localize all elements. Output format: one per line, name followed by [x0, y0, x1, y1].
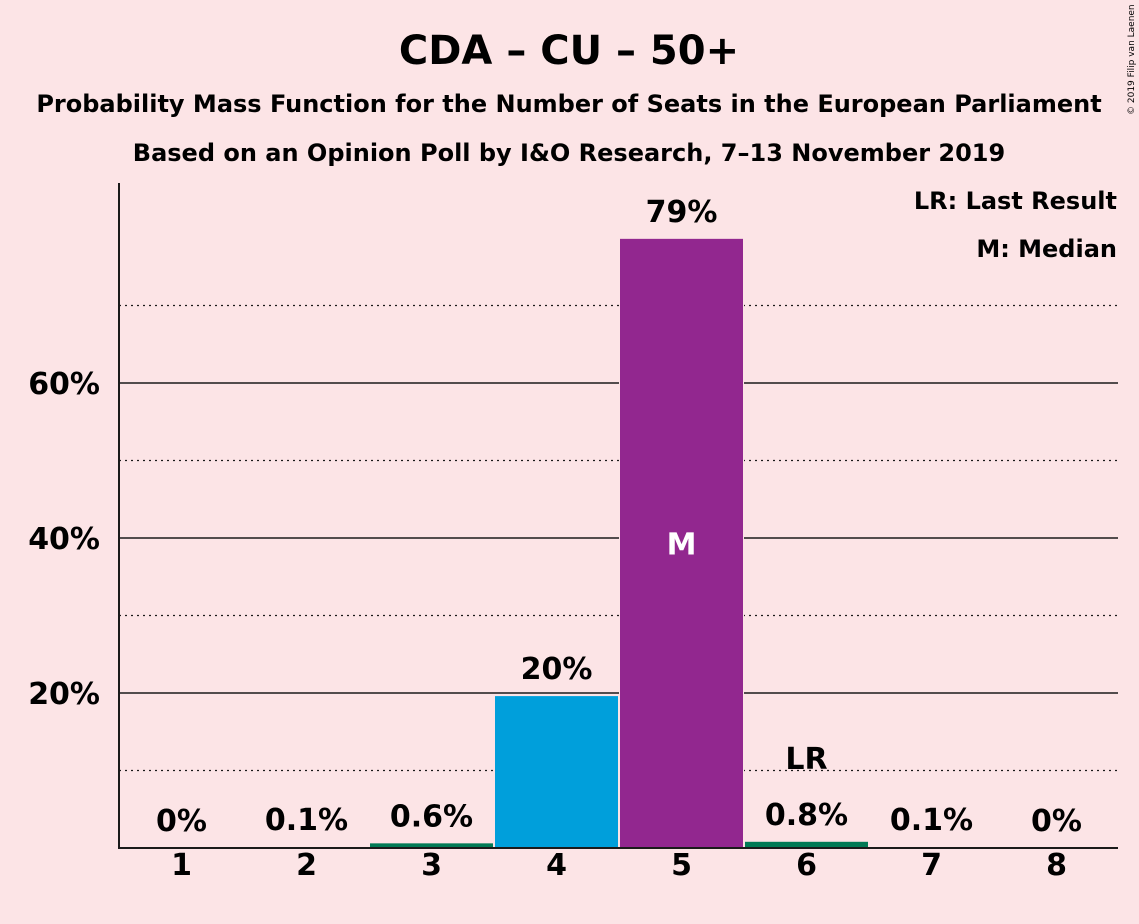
y-tick-label: 60%: [28, 367, 100, 402]
chart-subtitle-1: Probability Mass Function for the Number…: [36, 90, 1101, 118]
bar-seats-5: [620, 238, 743, 849]
x-tick-label: 5: [671, 848, 692, 883]
legend-median: M: Median: [976, 235, 1117, 263]
last-result-marker: LR: [785, 742, 827, 777]
legend-last-result: LR: Last Result: [914, 187, 1117, 215]
axes: 20% 40% 60% 1 2 3 4 5 6 7 8: [28, 183, 1118, 883]
bars: [244, 237, 994, 849]
value-label: 0%: [1031, 804, 1082, 839]
x-tick-label: 2: [296, 848, 317, 883]
x-tick-label: 3: [421, 848, 442, 883]
x-tick-label: 7: [921, 848, 942, 883]
value-label: 0.6%: [390, 799, 473, 834]
x-tick-label: 1: [171, 848, 192, 883]
median-marker: M: [667, 527, 697, 562]
chart-subtitle-2: Based on an Opinion Poll by I&O Research…: [133, 139, 1005, 167]
chart-title: CDA – CU – 50+: [399, 28, 739, 74]
copyright-notice: © 2019 Filip van Laenen: [1127, 4, 1137, 115]
bar-seats-4: [495, 696, 618, 848]
x-tick-label: 8: [1046, 848, 1067, 883]
x-tick-label: 6: [796, 848, 817, 883]
value-label: 0.1%: [890, 803, 973, 838]
y-tick-label: 40%: [28, 522, 100, 557]
bar-seats-6: [745, 841, 868, 848]
value-label: 20%: [521, 652, 593, 687]
value-label: 0.1%: [265, 803, 348, 838]
value-label: 79%: [646, 195, 718, 230]
x-tick-label: 4: [546, 848, 567, 883]
value-label: 0.8%: [765, 798, 848, 833]
bar-seats-3: [370, 843, 493, 848]
bar-labels: 0% 0.1% 0.6% 20% 79% M 0.8% LR 0.1% 0%: [156, 195, 1082, 839]
value-label: 0%: [156, 804, 207, 839]
y-tick-label: 20%: [28, 677, 100, 712]
